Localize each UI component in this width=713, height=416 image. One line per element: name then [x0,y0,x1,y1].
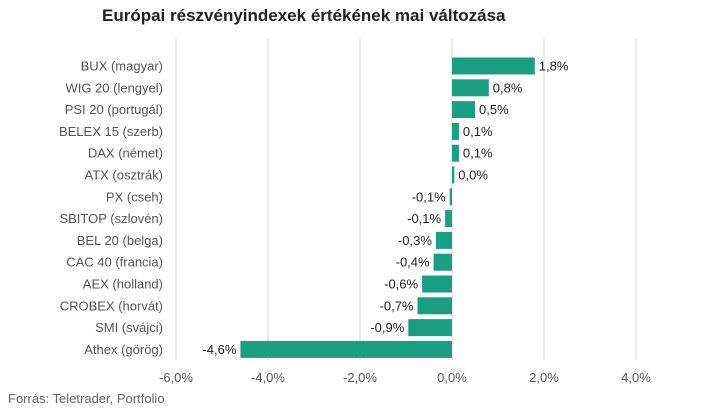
bar [435,231,452,249]
category-label: CROBEX (horvát) [60,298,163,313]
bar [422,275,452,293]
bar [452,166,455,184]
value-label: 0,1% [463,124,493,139]
bar [452,101,475,119]
chart-title: Európai részvényindexek értékének mai vá… [102,6,506,25]
bar [240,340,452,358]
bars [240,57,535,358]
category-label: ATX (osztrák) [85,168,164,183]
value-label: -4,6% [202,342,236,357]
value-label: 1,8% [539,59,569,74]
value-label: 0,5% [479,102,509,117]
x-tick-label: 4,0% [621,370,651,385]
x-tick-label: 0,0% [437,370,467,385]
value-label: 0,0% [458,168,488,183]
value-label: 0,8% [493,80,523,95]
value-labels: 1,8% 0,8% 0,5% 0,1% 0,1% 0,0% -0,1% -0,1% -0,3% -… [202,59,568,357]
category-label: BELEX 15 (szerb) [59,124,163,139]
bar [433,253,452,271]
value-label: -0,1% [407,211,441,226]
value-label: -0,3% [398,233,432,248]
bar [417,297,452,315]
value-label: -0,9% [370,320,404,335]
category-label: BUX (magyar) [81,59,163,74]
category-label: SMI (svájci) [95,320,163,335]
bar [452,57,535,75]
x-tick-label: -4,0% [251,370,285,385]
value-label: -0,4% [396,255,430,270]
bar [408,319,452,337]
bar [445,210,452,228]
category-label: CAC 40 (francia) [66,255,163,270]
bar [452,144,459,162]
x-tick-label: -6,0% [159,370,193,385]
value-label: 0,1% [463,146,493,161]
category-label: AEX (holland) [83,277,163,292]
category-label: WIG 20 (lengyel) [65,80,163,95]
x-tick-label: 2,0% [529,370,559,385]
x-tick-label: -2,0% [343,370,377,385]
value-label: -0,7% [380,298,414,313]
category-label: Athex (görög) [84,342,163,357]
value-label: -0,6% [384,277,418,292]
category-label: BEL 20 (belga) [77,233,163,248]
x-axis-tick-labels: -6,0% -4,0% -2,0% 0,0% 2,0% 4,0% [159,370,651,385]
category-labels: BUX (magyar) WIG 20 (lengyel) PSI 20 (port… [59,59,163,357]
category-label: PX (cseh) [106,189,163,204]
bar [449,188,452,206]
category-label: SBITOP (szlovén) [59,211,163,226]
source-note: Forrás: Teletrader, Portfolio [8,391,165,406]
value-label: -0,1% [412,189,446,204]
bar [452,122,459,140]
category-label: PSI 20 (portugál) [65,102,163,117]
category-label: DAX (német) [88,146,163,161]
bar [452,79,489,97]
